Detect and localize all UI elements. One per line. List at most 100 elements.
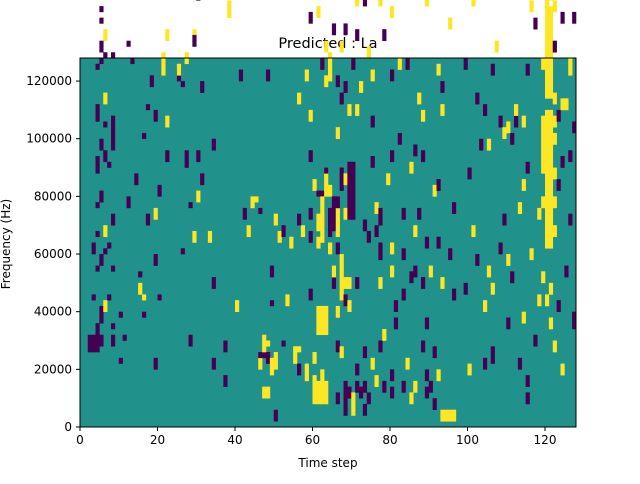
heatmap-cell (343, 29, 348, 36)
heatmap-cell (471, 230, 476, 238)
heatmap-cell (467, 369, 472, 376)
heatmap-cell (192, 40, 197, 47)
y-tick-label: 80000 (34, 189, 72, 203)
heatmap-cell (359, 392, 364, 399)
heatmap-cell (448, 248, 453, 255)
heatmap-cell (359, 386, 364, 393)
heatmap-cell (467, 173, 472, 180)
heatmap-cell (545, 86, 550, 93)
y-tick-label: 40000 (34, 305, 72, 319)
heatmap-cell (308, 156, 313, 163)
heatmap-cell (506, 127, 511, 134)
heatmap-cell (362, 0, 368, 7)
heatmap-cell (568, 156, 573, 163)
heatmap-cell (378, 242, 383, 249)
heatmap-cell (479, 138, 484, 145)
heatmap-cell (537, 300, 542, 307)
heatmap-cell (343, 392, 348, 399)
heatmap-cell (556, 109, 561, 116)
heatmap-cell (308, 230, 313, 238)
heatmap-cell (545, 115, 550, 122)
heatmap-cell (339, 288, 344, 295)
heatmap-cell (289, 242, 294, 249)
heatmap-cell (440, 86, 445, 93)
heatmap-cell (529, 0, 534, 7)
heatmap-cell (331, 271, 337, 278)
heatmap-cell (126, 40, 131, 47)
heatmap-cell (490, 288, 495, 295)
heatmap-cell (308, 17, 313, 24)
heatmap-cell (211, 282, 216, 289)
heatmap-cell (483, 357, 488, 364)
heatmap-cell (572, 311, 577, 318)
heatmap-cell (308, 288, 313, 295)
heatmap-cell (343, 300, 348, 307)
heatmap-cell (335, 392, 340, 399)
heatmap-cell (467, 167, 472, 174)
heatmap-cell (196, 190, 201, 197)
heatmap-cell (452, 409, 457, 416)
heatmap-cell (103, 34, 108, 42)
heatmap-cell (440, 277, 445, 284)
y-axis-label: Frequency (Hz) (0, 199, 13, 290)
heatmap-cell (548, 202, 554, 209)
heatmap-cell (99, 46, 104, 53)
heatmap-cell (548, 46, 554, 53)
heatmap-cell (335, 340, 340, 347)
heatmap-cell (111, 115, 116, 122)
heatmap-cell (552, 40, 557, 47)
heatmap-cell (297, 213, 302, 220)
heatmap-cell (347, 104, 352, 111)
heatmap-cell (153, 363, 158, 370)
heatmap-cell (328, 63, 333, 70)
heatmap-cell (552, 196, 557, 203)
heatmap-cell (370, 69, 375, 76)
heatmap-cell (258, 363, 263, 370)
heatmap-cell (118, 357, 123, 364)
heatmap-cell (413, 380, 418, 387)
heatmap-cell (545, 52, 550, 59)
heatmap-cell (95, 334, 100, 341)
heatmap-cell (304, 363, 309, 370)
heatmap-cell (548, 81, 554, 88)
heatmap-cell (548, 127, 554, 134)
heatmap-cell (99, 259, 104, 266)
heatmap-cell (421, 109, 426, 116)
heatmap-cell (525, 161, 530, 168)
heatmap-cell (556, 179, 561, 186)
heatmap-cell (161, 63, 166, 70)
heatmap-cell (424, 0, 430, 1)
heatmap-cell (390, 271, 395, 278)
heatmap-cell (548, 6, 554, 13)
x-tick-label: 100 (456, 433, 479, 447)
heatmap-cell (483, 109, 488, 116)
heatmap-cell (417, 98, 422, 105)
heatmap-cell (99, 254, 104, 261)
heatmap-cell (533, 340, 538, 347)
heatmap-cell (506, 323, 511, 330)
heatmap-cell (545, 17, 550, 24)
heatmap-cell (568, 69, 573, 76)
heatmap-cell (165, 156, 170, 163)
heatmap-cell (572, 121, 577, 128)
heatmap-cell (91, 340, 96, 347)
heatmap-cell (545, 219, 550, 226)
heatmap-cell (552, 173, 557, 180)
heatmap-cell (273, 352, 278, 359)
heatmap-cell (134, 179, 139, 186)
heatmap-cell (269, 271, 275, 278)
heatmap-cell (541, 58, 546, 65)
heatmap-cell (87, 340, 92, 347)
heatmap-cell (541, 150, 546, 157)
heatmap-cell (545, 230, 550, 238)
heatmap-cell (436, 63, 441, 70)
heatmap-cell (424, 369, 430, 376)
heatmap-cell (386, 173, 391, 180)
heatmap-cell (545, 132, 550, 140)
heatmap-cell (548, 109, 554, 116)
heatmap-cell (188, 334, 193, 341)
heatmap-cell (324, 311, 329, 318)
heatmap-cell (448, 409, 453, 416)
heatmap-cell (529, 248, 534, 255)
heatmap-cell (545, 23, 550, 30)
